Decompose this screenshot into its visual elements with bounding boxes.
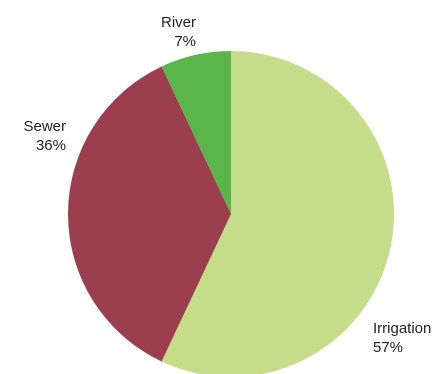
slice-label-irrigation-value: 57% — [373, 339, 403, 356]
pie-slice-river — [161, 50, 231, 214]
slice-label-sewer: Sewer 36% — [23, 118, 66, 154]
slice-label-river: River 7% — [161, 14, 196, 50]
pie-slice-irrigation — [161, 51, 394, 374]
slice-label-sewer-name: Sewer — [23, 118, 66, 135]
slice-label-irrigation-name: Irrigation — [373, 320, 431, 337]
pie-slices — [67, 50, 394, 374]
pie-slice-sewer — [67, 66, 231, 362]
slice-label-sewer-value: 36% — [36, 137, 66, 154]
slice-label-irrigation: Irrigation 57% — [373, 320, 431, 356]
slice-label-river-value: 7% — [174, 33, 196, 50]
slice-label-river-name: River — [161, 14, 196, 31]
